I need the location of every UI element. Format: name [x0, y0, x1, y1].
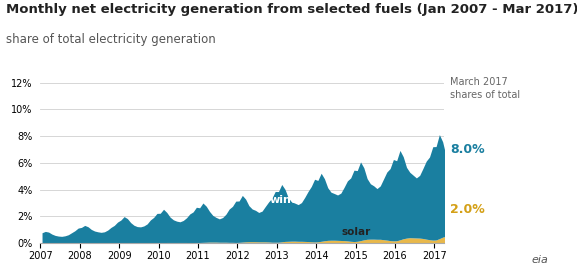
Text: share of total electricity generation: share of total electricity generation [6, 33, 216, 46]
Text: eia: eia [531, 255, 548, 265]
Text: 2.0%: 2.0% [450, 203, 485, 216]
Text: 8.0%: 8.0% [450, 142, 485, 156]
Text: Monthly net electricity generation from selected fuels (Jan 2007 - Mar 2017): Monthly net electricity generation from … [6, 3, 577, 16]
Text: solar: solar [341, 227, 370, 237]
Text: March 2017
shares of total: March 2017 shares of total [450, 77, 520, 100]
Text: wind: wind [270, 195, 299, 205]
